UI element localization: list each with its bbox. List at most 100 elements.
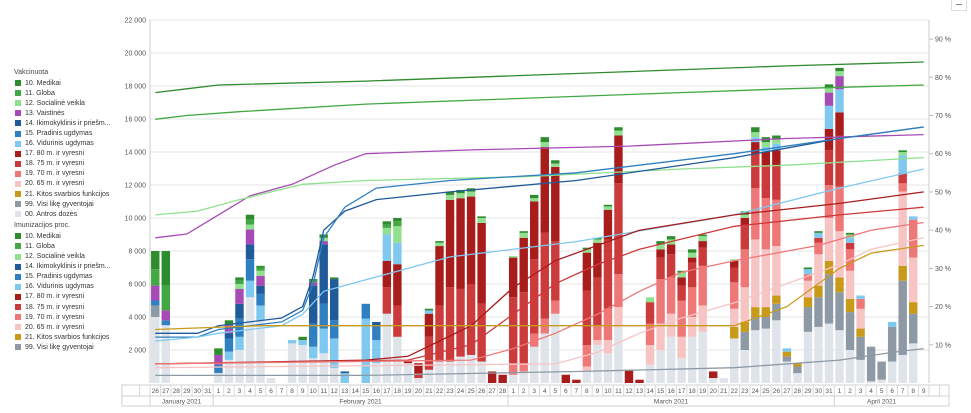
- bar-segment: [898, 183, 907, 192]
- bar-segment: [508, 297, 518, 364]
- legend-item[interactable]: 14. Ikimokyklinis ir priešm...: [12, 118, 120, 128]
- series-line: [155, 244, 924, 331]
- bar-segment: [477, 216, 486, 218]
- bar-segment: [330, 338, 339, 369]
- bar-segment: [582, 290, 592, 346]
- legend-item[interactable]: 19. 70 m. ir vyresni: [12, 169, 120, 179]
- legend-item[interactable]: 16. Vidurinis ugdymas: [12, 139, 120, 149]
- bar-segment: [793, 363, 802, 367]
- x-day-label: 28: [499, 388, 507, 395]
- y-right-tick-label: 20 %: [935, 304, 951, 311]
- legend-item[interactable]: 20. 65 m. ir vyresni: [12, 322, 120, 332]
- bar-segment: [677, 272, 686, 278]
- legend-item[interactable]: 21. Kitos svarbios funkcijos: [12, 332, 120, 342]
- bar-segment: [730, 260, 739, 268]
- y-left-tick-label: 2 000: [128, 348, 146, 355]
- bar-segment: [477, 361, 486, 383]
- series-line: [155, 126, 924, 334]
- legend-item[interactable]: 21. Kitos svarbios funkcijos: [12, 189, 120, 199]
- bar-segment: [266, 378, 276, 383]
- x-day-label: 12: [625, 388, 633, 395]
- legend-item[interactable]: 13. Vaistinės: [12, 108, 120, 118]
- bar-segment: [687, 317, 697, 337]
- legend-item[interactable]: 12. Socialinė veikla: [12, 252, 120, 262]
- bar-segment: [687, 252, 697, 258]
- legend-label: 10. Medikai: [25, 79, 61, 87]
- bar-segment: [908, 219, 918, 258]
- bar-segment: [708, 371, 718, 379]
- legend-label: 99. Visi likę gyventojai: [25, 343, 94, 351]
- legend-item[interactable]: 15. Pradinis ugdymas: [12, 128, 120, 138]
- bar-segment: [698, 247, 707, 266]
- bar-segment: [256, 275, 265, 286]
- x-day-label: 6: [269, 388, 273, 395]
- x-day-label: 30: [194, 388, 202, 395]
- legend-label: 14. Ikimokyklinis ir priešm...: [25, 263, 111, 271]
- legend-item[interactable]: 99. Visi likę gyventojai: [12, 342, 120, 352]
- bar-segment: [751, 153, 760, 189]
- legend-item[interactable]: 99. Visi likę gyventojai: [12, 199, 120, 209]
- bar-segment: [151, 305, 160, 317]
- bar-segment: [719, 378, 728, 383]
- bar-segment: [761, 317, 771, 329]
- bar-segment: [551, 166, 560, 242]
- legend-item[interactable]: 15. Pradinis ugdymas: [12, 272, 120, 282]
- legend-item[interactable]: 18. 75 m. ir vyresni: [12, 302, 120, 312]
- legend-item[interactable]: 17. 80 m. ir vyresni: [12, 149, 120, 159]
- y-right-tick-label: 90 %: [935, 37, 951, 44]
- bar-segment: [393, 226, 402, 243]
- x-day-label: 16: [667, 388, 675, 395]
- bar-segment: [803, 269, 813, 275]
- legend-swatch: [15, 160, 21, 167]
- bar-segment: [214, 373, 223, 383]
- bar-segment: [298, 336, 307, 341]
- legend-item[interactable]: 20. 65 m. ir vyresni: [12, 179, 120, 189]
- bar-segment: [698, 236, 707, 242]
- legend-swatch: [15, 304, 21, 311]
- bar-segment: [530, 259, 539, 334]
- legend-item[interactable]: 19. 70 m. ir vyresni: [12, 312, 120, 322]
- bar-segment: [308, 346, 318, 359]
- bar-segment: [656, 257, 665, 280]
- legend-item[interactable]: 14. Ikimokyklinis ir priešm...: [12, 262, 120, 272]
- bar-segment: [256, 267, 265, 271]
- bar-segment: [456, 193, 465, 199]
- legend-item[interactable]: 00. Antros dozės: [12, 209, 120, 219]
- collapse-icon[interactable]: [951, 0, 967, 11]
- bar-segment: [666, 254, 676, 278]
- legend-item[interactable]: 18. 75 m. ir vyresni: [12, 159, 120, 169]
- bar-segment: [582, 249, 592, 253]
- bar-segment: [814, 237, 823, 243]
- x-day-label: 3: [532, 388, 536, 395]
- bar-segment: [245, 214, 255, 220]
- bar-segment: [898, 173, 907, 184]
- bar-segment: [603, 308, 613, 341]
- x-day-label: 30: [815, 388, 823, 395]
- bar-segment: [445, 191, 455, 195]
- legend-item[interactable]: 12. Socialinė veikla: [12, 98, 120, 108]
- legend-item[interactable]: 10. Medikai: [12, 231, 120, 241]
- legend-item[interactable]: 11. Globa: [12, 241, 120, 251]
- bar-segment: [845, 237, 855, 243]
- legend-item[interactable]: 17. 80 m. ir vyresni: [12, 292, 120, 302]
- x-day-label: 2: [522, 388, 526, 395]
- legend-swatch: [15, 233, 21, 240]
- legend-swatch: [15, 191, 21, 198]
- bar-segment: [319, 353, 328, 383]
- y-left-tick-label: 10 000: [125, 216, 147, 223]
- y-right-tick-label: 10 %: [935, 342, 951, 349]
- legend-item[interactable]: 11. Globa: [12, 88, 120, 98]
- legend-swatch: [15, 211, 21, 218]
- bar-segment: [393, 242, 402, 265]
- bar-segment: [224, 325, 234, 334]
- bar-segment: [803, 307, 813, 332]
- legend-item[interactable]: 16. Vidurinis ugdymas: [12, 282, 120, 292]
- x-day-label: 29: [183, 388, 191, 395]
- legend-item[interactable]: 10. Medikai: [12, 78, 120, 88]
- bar-segment: [814, 242, 823, 255]
- bar-segment: [814, 232, 823, 238]
- legend-swatch: [15, 283, 21, 290]
- bar-segment: [551, 163, 560, 167]
- bar-segment: [245, 224, 255, 230]
